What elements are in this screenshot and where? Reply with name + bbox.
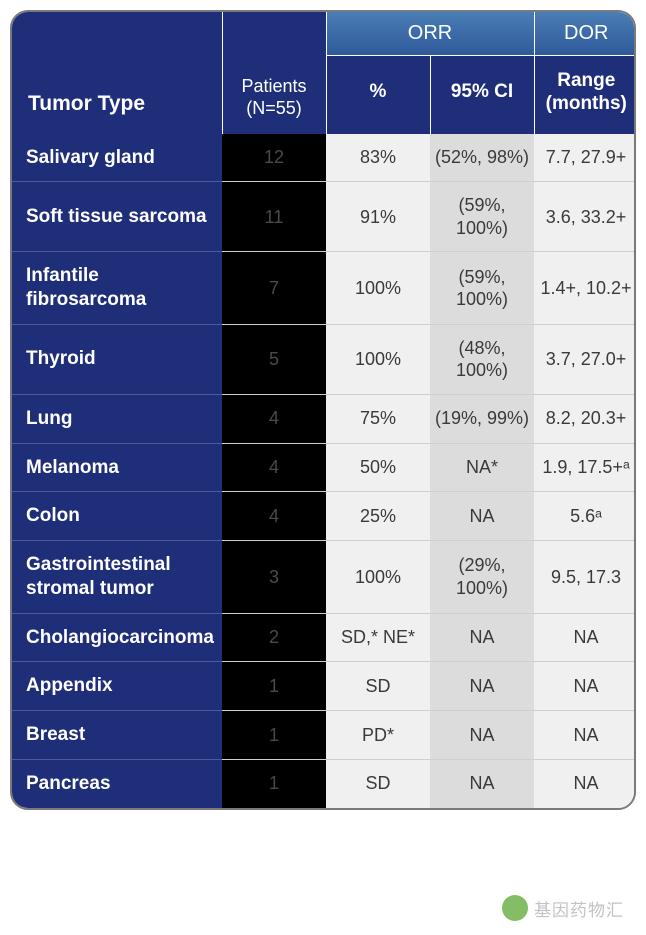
cell-orr-ci: (48%, 100%) xyxy=(430,324,534,394)
cell-patients: 5 xyxy=(222,324,326,394)
cell-tumor-type: Colon xyxy=(12,492,222,541)
cell-dor: NA xyxy=(534,759,636,807)
cell-orr-pct: 100% xyxy=(326,324,430,394)
cell-orr-pct: 100% xyxy=(326,252,430,325)
cell-orr-ci: (59%, 100%) xyxy=(430,252,534,325)
cell-orr-pct: 100% xyxy=(326,541,430,614)
cell-orr-pct: PD* xyxy=(326,711,430,760)
cell-tumor-type: Breast xyxy=(12,711,222,760)
data-table: Tumor Type Patients (N=55) ORR DOR % 95%… xyxy=(12,12,636,808)
cell-orr-pct: 75% xyxy=(326,394,430,443)
cell-tumor-type: Soft tissue sarcoma xyxy=(12,182,222,252)
watermark-text: 基因药物汇 xyxy=(534,896,624,921)
cell-dor: 3.7, 27.0+ xyxy=(534,324,636,394)
cell-tumor-type: Pancreas xyxy=(12,759,222,807)
cell-patients: 4 xyxy=(222,492,326,541)
cell-orr-pct: 91% xyxy=(326,182,430,252)
cell-dor: 7.7, 27.9+ xyxy=(534,134,636,182)
table-row: Cholangiocarcinoma2SD,* NE*NANA xyxy=(12,613,636,662)
table-row: Soft tissue sarcoma1191%(59%, 100%)3.6, … xyxy=(12,182,636,252)
cell-dor: 1.4+, 10.2+ xyxy=(534,252,636,325)
cell-orr-ci: (19%, 99%) xyxy=(430,394,534,443)
tumor-response-table: Tumor Type Patients (N=55) ORR DOR % 95%… xyxy=(10,10,636,810)
cell-tumor-type: Melanoma xyxy=(12,443,222,492)
col-group-dor: DOR xyxy=(534,12,636,56)
col-header-orr-pct: % xyxy=(326,56,430,134)
cell-dor: NA xyxy=(534,613,636,662)
col-header-dor-range: Range (months) xyxy=(534,56,636,134)
cell-dor: 1.9, 17.5+ᵃ xyxy=(534,443,636,492)
cell-orr-pct: 50% xyxy=(326,443,430,492)
cell-orr-pct: SD,* NE* xyxy=(326,613,430,662)
watermark: 基因药物汇 xyxy=(502,895,624,921)
cell-tumor-type: Thyroid xyxy=(12,324,222,394)
cell-dor: 9.5, 17.3 xyxy=(534,541,636,614)
cell-patients: 4 xyxy=(222,394,326,443)
cell-dor: 3.6, 33.2+ xyxy=(534,182,636,252)
col-header-tumor-type: Tumor Type xyxy=(12,12,222,134)
cell-orr-ci: NA xyxy=(430,492,534,541)
cell-orr-pct: SD xyxy=(326,662,430,711)
table-row: Salivary gland1283%(52%, 98%)7.7, 27.9+ xyxy=(12,134,636,182)
cell-tumor-type: Lung xyxy=(12,394,222,443)
cell-orr-ci: NA xyxy=(430,759,534,807)
cell-orr-ci: NA xyxy=(430,613,534,662)
cell-dor: 8.2, 20.3+ xyxy=(534,394,636,443)
cell-tumor-type: Infantile fibrosarcoma xyxy=(12,252,222,325)
cell-dor: NA xyxy=(534,662,636,711)
cell-dor: 5.6ᵃ xyxy=(534,492,636,541)
cell-patients: 4 xyxy=(222,443,326,492)
table-row: Appendix1SDNANA xyxy=(12,662,636,711)
table-row: Lung475%(19%, 99%)8.2, 20.3+ xyxy=(12,394,636,443)
table-row: Melanoma450%NA*1.9, 17.5+ᵃ xyxy=(12,443,636,492)
cell-orr-ci: (29%, 100%) xyxy=(430,541,534,614)
cell-orr-ci: NA* xyxy=(430,443,534,492)
cell-patients: 1 xyxy=(222,662,326,711)
cell-patients: 12 xyxy=(222,134,326,182)
cell-orr-ci: (59%, 100%) xyxy=(430,182,534,252)
cell-orr-pct: 83% xyxy=(326,134,430,182)
table-row: Gastrointestinal stromal tumor3100%(29%,… xyxy=(12,541,636,614)
cell-patients: 3 xyxy=(222,541,326,614)
table-row: Pancreas1SDNANA xyxy=(12,759,636,807)
table-row: Thyroid5100%(48%, 100%)3.7, 27.0+ xyxy=(12,324,636,394)
cell-tumor-type: Cholangiocarcinoma xyxy=(12,613,222,662)
cell-patients: 1 xyxy=(222,759,326,807)
col-header-patients: Patients (N=55) xyxy=(222,12,326,134)
table-row: Colon425%NA5.6ᵃ xyxy=(12,492,636,541)
col-group-orr: ORR xyxy=(326,12,534,56)
table-header: Tumor Type Patients (N=55) ORR DOR % 95%… xyxy=(12,12,636,134)
cell-patients: 2 xyxy=(222,613,326,662)
col-header-orr-ci: 95% CI xyxy=(430,56,534,134)
table-row: Infantile fibrosarcoma7100%(59%, 100%)1.… xyxy=(12,252,636,325)
cell-dor: NA xyxy=(534,711,636,760)
cell-tumor-type: Gastrointestinal stromal tumor xyxy=(12,541,222,614)
cell-patients: 11 xyxy=(222,182,326,252)
cell-patients: 1 xyxy=(222,711,326,760)
cell-patients: 7 xyxy=(222,252,326,325)
cell-orr-ci: NA xyxy=(430,662,534,711)
cell-orr-pct: 25% xyxy=(326,492,430,541)
table-row: Breast1PD*NANA xyxy=(12,711,636,760)
cell-orr-pct: SD xyxy=(326,759,430,807)
cell-orr-ci: (52%, 98%) xyxy=(430,134,534,182)
wechat-icon xyxy=(502,895,528,921)
cell-tumor-type: Salivary gland xyxy=(12,134,222,182)
cell-tumor-type: Appendix xyxy=(12,662,222,711)
cell-orr-ci: NA xyxy=(430,711,534,760)
table-body: Salivary gland1283%(52%, 98%)7.7, 27.9+S… xyxy=(12,134,636,808)
